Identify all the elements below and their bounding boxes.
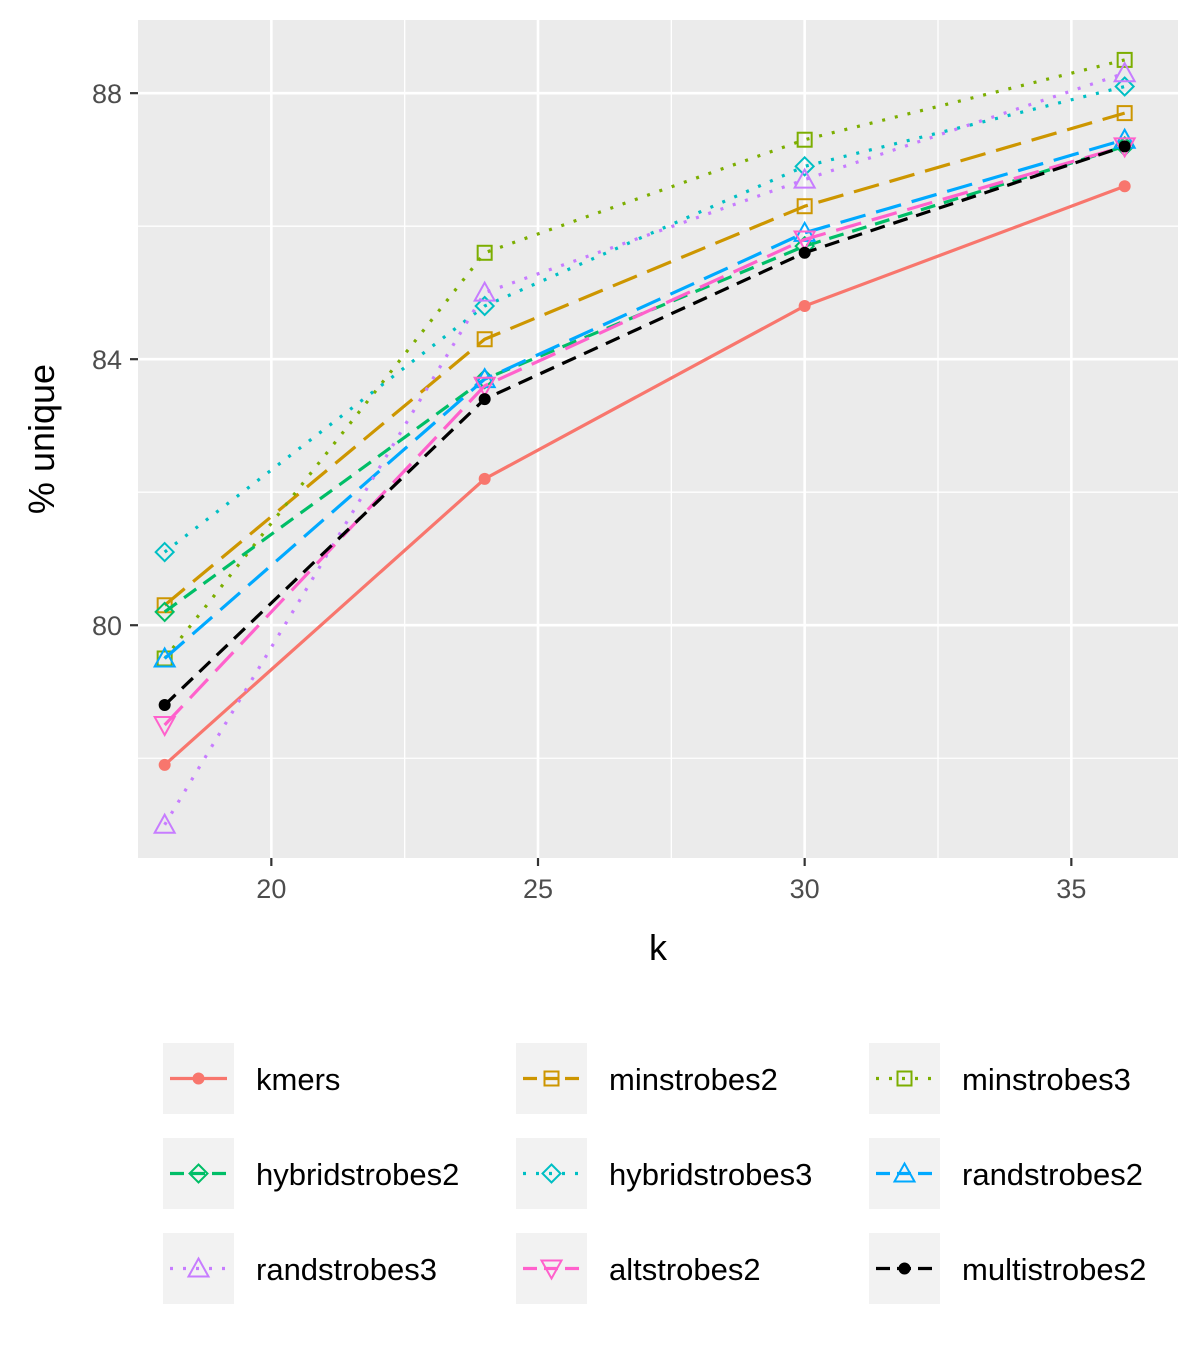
data-point — [1116, 105, 1133, 122]
grid-minor — [138, 20, 1178, 858]
legend-label: hybridstrobes2 — [256, 1157, 459, 1192]
legend-key-marker — [192, 1072, 205, 1085]
data-point — [158, 699, 171, 712]
series-line — [163, 144, 1126, 707]
legend-item-randstrobes3: randstrobes3 — [163, 1233, 437, 1304]
data-point — [152, 715, 177, 738]
series-line — [163, 138, 1126, 660]
series-multistrobes2 — [158, 140, 1131, 712]
data-point — [478, 472, 491, 485]
data-point — [792, 230, 817, 252]
series-hybridstrobes3 — [154, 76, 1136, 563]
legend-key-marker — [539, 1259, 564, 1281]
x-tick-label: 20 — [256, 874, 286, 904]
data-point — [472, 376, 497, 398]
grid-major — [138, 20, 1178, 858]
x-tick-label: 35 — [1056, 874, 1086, 904]
data-point — [478, 393, 491, 406]
legend-key-marker — [186, 1256, 211, 1278]
data-point — [154, 601, 176, 623]
legend-item-multistrobes2: multistrobes2 — [869, 1233, 1146, 1304]
series-minstrobes3 — [156, 51, 1133, 667]
x-tick-label: 25 — [523, 874, 553, 904]
y-tick-label: 80 — [92, 611, 122, 641]
legend-item-minstrobes3: minstrobes3 — [869, 1043, 1131, 1114]
data-point — [476, 331, 493, 348]
legend-label: randstrobes3 — [256, 1252, 437, 1287]
legend-label: minstrobes3 — [962, 1062, 1131, 1097]
data-point — [474, 295, 496, 317]
data-point — [476, 244, 493, 261]
plot-panel — [138, 20, 1178, 858]
data-point — [158, 758, 171, 771]
data-point — [796, 131, 813, 148]
data-point — [1118, 140, 1131, 153]
axes-layer: 20 25 30 35 80 84 88 — [92, 79, 1086, 904]
data-point — [152, 812, 177, 834]
series-layer — [152, 51, 1137, 834]
y-tick-label: 88 — [92, 79, 122, 109]
series-kmers — [158, 180, 1131, 771]
legend-label: minstrobes2 — [609, 1062, 778, 1097]
series-line — [163, 144, 1126, 727]
legend-item-hybridstrobes3: hybridstrobes3 — [516, 1138, 812, 1209]
data-point — [1112, 61, 1137, 83]
data-point — [154, 541, 176, 563]
legend-label: randstrobes2 — [962, 1157, 1143, 1192]
legend: kmers minstrobes2 minstrobes3 hybridstrobes… — [163, 1043, 1146, 1304]
series-line — [163, 144, 1126, 614]
series-randstrobes3 — [152, 61, 1137, 834]
data-point — [1116, 51, 1133, 68]
data-point — [794, 155, 816, 177]
legend-item-altstrobes2: altstrobes2 — [516, 1233, 761, 1304]
y-tick-label: 84 — [92, 345, 122, 375]
legend-item-hybridstrobes2: hybridstrobes2 — [163, 1138, 459, 1209]
data-point — [792, 167, 817, 189]
legend-key-marker — [892, 1161, 917, 1183]
legend-label: hybridstrobes3 — [609, 1157, 812, 1192]
legend-label: multistrobes2 — [962, 1252, 1146, 1287]
legend-key-marker — [543, 1070, 560, 1087]
series-line — [163, 184, 1126, 767]
legend-key-marker — [541, 1163, 562, 1184]
legend-item-minstrobes2: minstrobes2 — [516, 1043, 778, 1114]
legend-key-marker — [896, 1070, 913, 1087]
data-point — [1114, 76, 1136, 97]
legend-item-kmers: kmers — [163, 1043, 340, 1114]
legend-key-marker — [898, 1262, 911, 1275]
legend-item-randstrobes2: randstrobes2 — [869, 1138, 1143, 1209]
data-point — [798, 246, 811, 259]
data-point — [152, 646, 177, 668]
legend-key-marker — [188, 1163, 209, 1184]
x-tick-label: 30 — [790, 874, 820, 904]
y-axis-title: % unique — [21, 364, 62, 514]
legend-label: altstrobes2 — [609, 1252, 761, 1287]
data-point — [796, 198, 813, 215]
legend-label: kmers — [256, 1062, 340, 1097]
data-point — [472, 280, 497, 302]
series-line — [163, 111, 1126, 607]
data-point — [1118, 180, 1131, 193]
data-point — [798, 299, 811, 312]
x-axis-title: k — [649, 927, 668, 968]
